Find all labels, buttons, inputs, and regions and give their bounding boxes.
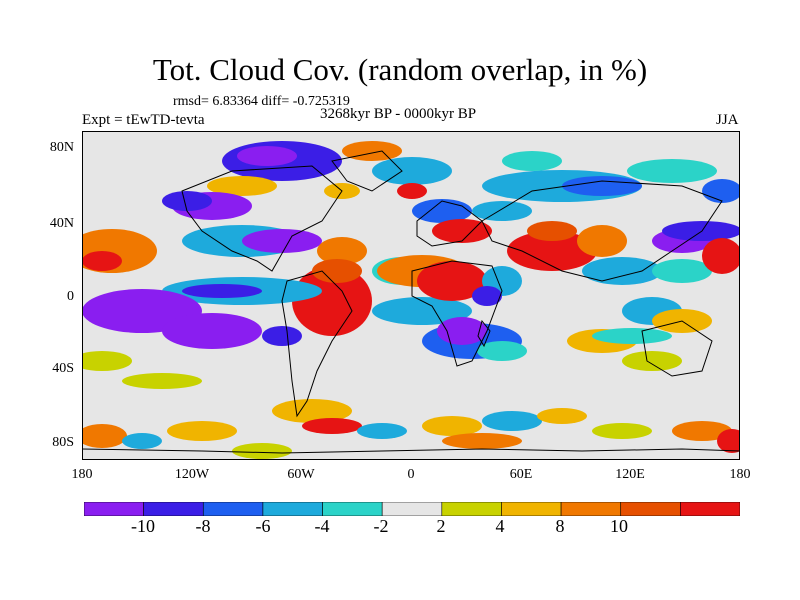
colorbar-box-2 — [143, 502, 204, 516]
colorbar-box-6 — [381, 502, 443, 516]
colorbar-label-1: -10 — [131, 516, 155, 536]
colorbar-box-7 — [441, 502, 502, 516]
season-label: JJA — [716, 112, 739, 128]
lon-label-60e: 60E — [509, 467, 533, 482]
stats-text: rmsd= 6.83364 diff= -0.725319 — [173, 94, 350, 109]
lon-label-120e: 120E — [615, 467, 645, 482]
lon-label-180e: 180 — [729, 467, 751, 482]
colorbar-box-5 — [322, 502, 383, 516]
colorbar — [84, 502, 740, 516]
lat-label-80s: 80S — [52, 435, 74, 450]
colorbar-label-9: 10 — [610, 516, 628, 536]
map-frame — [82, 131, 740, 460]
colorbar-box-11 — [680, 502, 740, 516]
lat-label-80n: 80N — [49, 140, 74, 155]
colorbar-label-4: -4 — [314, 516, 330, 536]
figure-title: Tot. Cloud Cov. (random overlap, in %) — [152, 52, 648, 87]
period-label: 3268kyr BP - 0000kyr BP — [320, 106, 477, 122]
colorbar-label-3: -6 — [255, 516, 271, 536]
colorbar-box-8 — [501, 502, 562, 516]
colorbar-label-5: -2 — [373, 516, 389, 536]
lat-label-40s: 40S — [52, 361, 74, 376]
colorbar-box-9 — [560, 502, 622, 516]
anomaly-field — [82, 141, 740, 459]
lat-label-0: 0 — [67, 289, 74, 304]
colorbar-box-10 — [620, 502, 681, 516]
lon-label-60w: 60W — [287, 467, 315, 482]
coastlines — [82, 150, 740, 454]
colorbar-label-7: 4 — [495, 516, 505, 536]
experiment-label: Expt = tEwTD-tevta — [82, 112, 205, 128]
colorbar-label-8: 8 — [555, 516, 565, 536]
lat-label-40n: 40N — [49, 216, 74, 231]
colorbar-label-6: 2 — [436, 516, 446, 536]
colorbar-box-4 — [262, 502, 323, 516]
cloud-cover-anomaly-map — [82, 131, 740, 460]
colorbar-box-1 — [84, 502, 144, 516]
colorbar-label-2: -8 — [195, 516, 211, 536]
lon-label-180w: 180 — [71, 467, 93, 482]
colorbar-boxes — [84, 502, 740, 516]
lon-label-0: 0 — [407, 467, 415, 482]
colorbar-box-3 — [202, 502, 264, 516]
lon-label-120w: 120W — [174, 467, 210, 482]
